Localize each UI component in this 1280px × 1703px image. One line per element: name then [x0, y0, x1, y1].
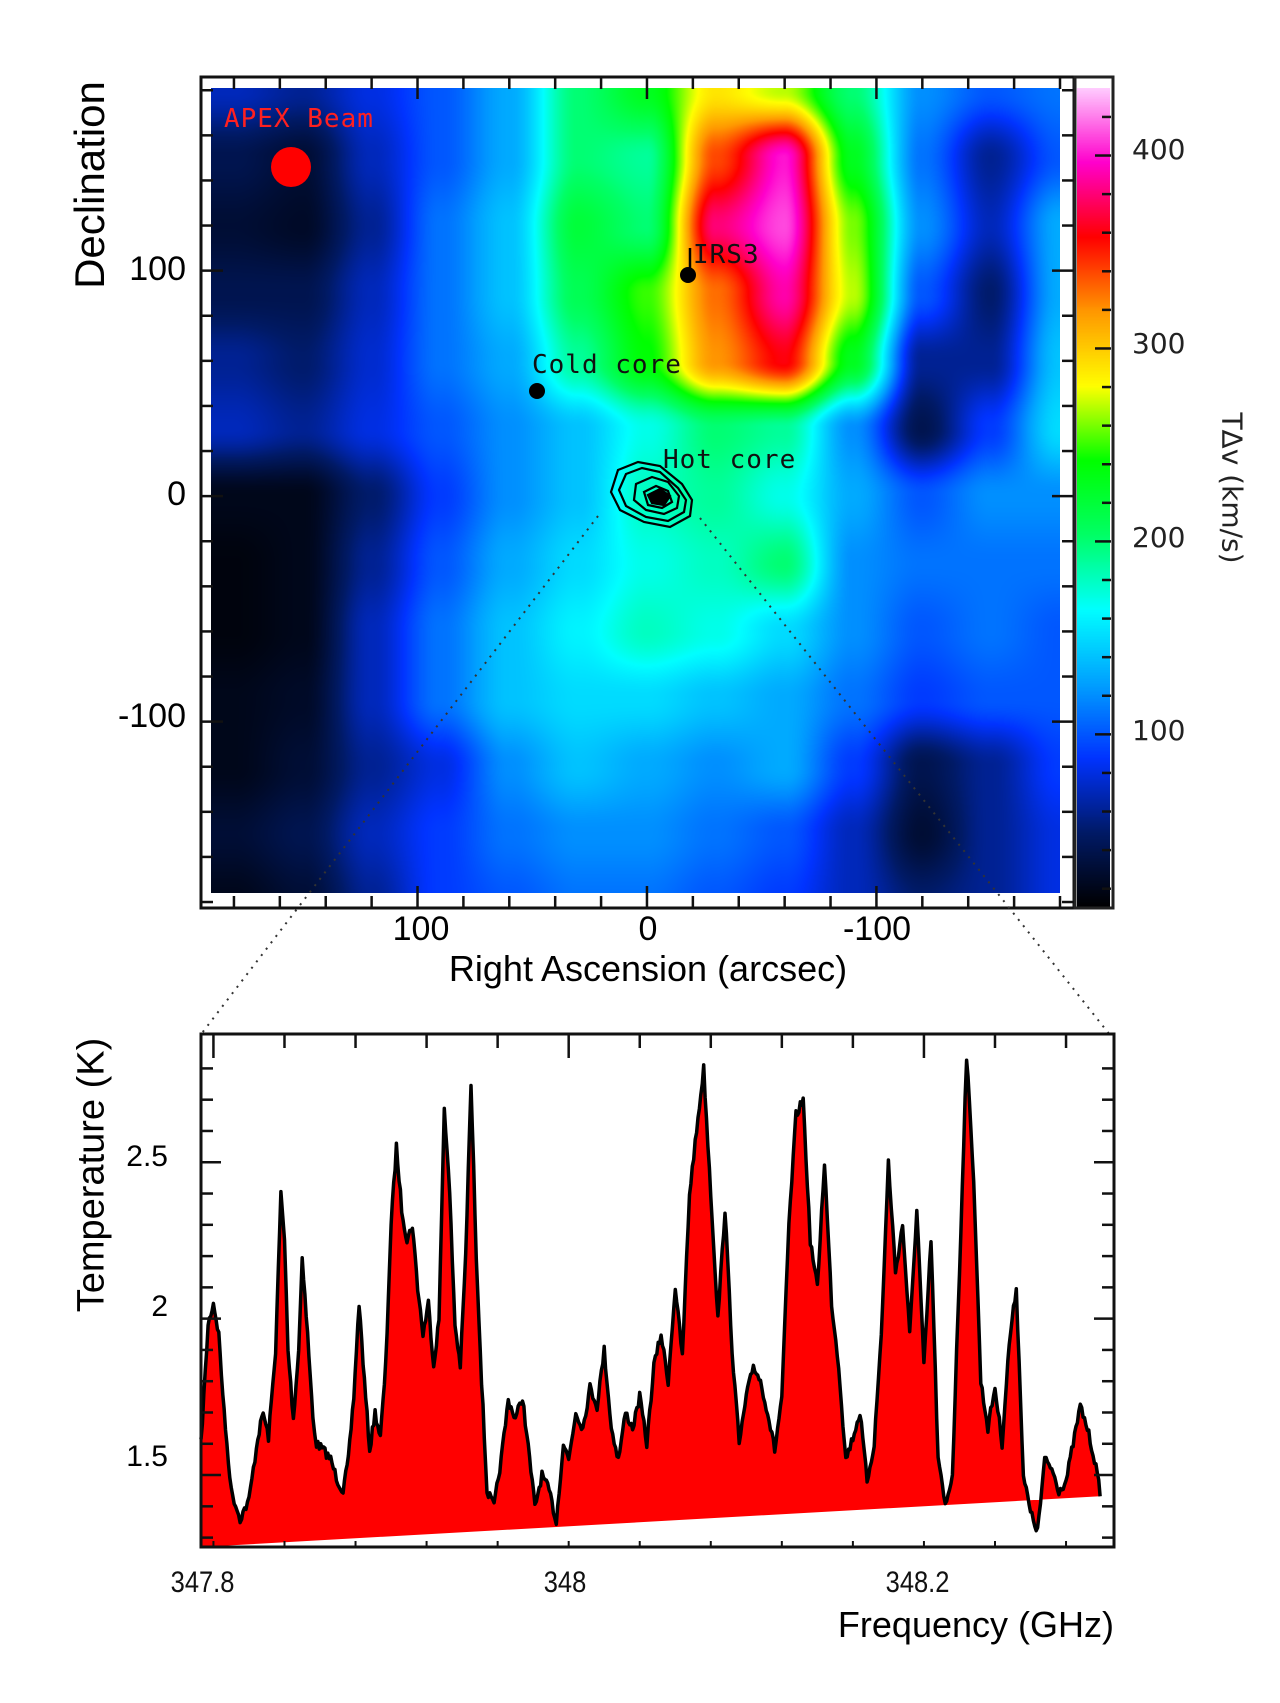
spectrum-point: [966, 1055, 967, 1056]
x-tick-label: -100: [842, 910, 912, 948]
map-frame: [199, 75, 1076, 910]
spectrum-point: [824, 1162, 825, 1163]
spectrum-y-tick-label: 2.5: [126, 1140, 168, 1173]
apex-beam-marker: [271, 147, 311, 187]
x-axis-title-right-ascension: Right Ascension (arcsec): [448, 948, 848, 989]
map-ticks: [201, 77, 1074, 908]
contour-peak: [646, 487, 672, 507]
spectrum-point: [1114, 0, 1115, 1]
spectrum-point: [860, 1412, 861, 1413]
spectrum-y-tick-label: 1.5: [126, 1440, 168, 1473]
hot-core-contours: [609, 460, 694, 529]
colorbar-ticks: [1095, 115, 1111, 890]
spectrum-point: [725, 1209, 726, 1210]
spectrum-point: [1108, 0, 1109, 1]
contour-level-1: [609, 460, 694, 529]
cold-core-label: Cold core: [532, 350, 682, 380]
spectrum-ticks: [201, 1034, 1114, 1547]
y-tick-label: 100: [129, 250, 186, 288]
irs3-label: IRS3: [693, 240, 760, 270]
y-tick-label: 0: [167, 475, 186, 513]
cold-core-marker: [529, 383, 545, 399]
spectrum-x-tick-label: 348: [543, 1566, 587, 1599]
colorbar-tick-label: 300: [1132, 327, 1186, 360]
apex-beam-label: APEX Beam: [224, 104, 374, 134]
spectrum-x-tick-label: 348.2: [885, 1566, 950, 1599]
spectrum-line: [199, 1058, 1102, 1533]
x-tick-label: 100: [392, 910, 450, 948]
colorbar-gradient: [1077, 88, 1110, 908]
contour-level-3: [632, 475, 681, 516]
colorbar-title: TΔv (km/s): [1215, 412, 1249, 564]
spectrum-point: [1101, 1500, 1102, 1501]
y-axis-title-declination: Declination: [66, 81, 113, 289]
spectrum-y-tick-label: 2: [151, 1290, 168, 1323]
colorbar-tick-label: 400: [1132, 133, 1186, 166]
spectrum-x-tick-label: 347.8: [170, 1566, 235, 1599]
spectrum-point: [522, 1396, 523, 1397]
spectrum-point: [412, 1224, 413, 1225]
irs3-marker: [680, 267, 696, 283]
spectrum-x-axis-title: Frequency (GHz): [837, 1604, 1114, 1645]
spectrum-point: [359, 1303, 360, 1304]
spectrum-point: [444, 1105, 445, 1106]
x-tick-label: 0: [638, 910, 658, 948]
spectrum-point: [945, 1506, 946, 1507]
spectrum-y-axis-title: Temperature (K): [70, 1037, 113, 1313]
colorbar-frame: [1073, 75, 1115, 910]
spectrum-series: [199, 0, 1115, 1547]
colorbar-tick-label: 200: [1132, 521, 1186, 554]
contour-level-4: [642, 484, 674, 510]
spectrum-frame: [199, 1032, 1116, 1549]
hot-core-label: Hot core: [663, 445, 797, 475]
y-tick-label: -100: [117, 697, 186, 735]
colorbar-tick-label: 100: [1132, 714, 1186, 747]
contour-level-2: [617, 466, 688, 523]
zoom-line-right: [699, 517, 1111, 1036]
